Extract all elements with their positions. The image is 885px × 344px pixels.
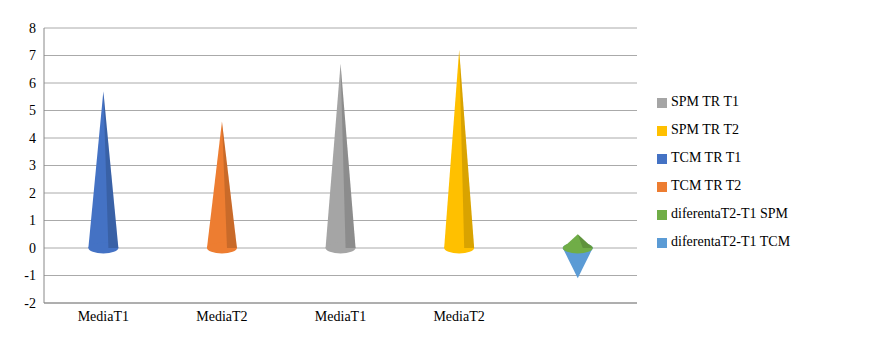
svg-text:3: 3 (29, 158, 36, 173)
html-text:SPM TR T1: SPM TR T1 (671, 94, 739, 109)
svg-text:5: 5 (29, 103, 36, 118)
svg-text:2: 2 (29, 186, 36, 201)
html-text:SPM TR T2: SPM TR T2 (671, 122, 739, 137)
html-text:diferentaT2-T1 TCM: diferentaT2-T1 TCM (671, 234, 791, 249)
svg-text:6: 6 (29, 76, 36, 91)
svg-text:MediaT1: MediaT1 (315, 309, 366, 324)
svg-text:8: 8 (29, 21, 36, 36)
svg-text:4: 4 (29, 131, 36, 146)
svg-text:-2: -2 (24, 296, 36, 311)
svg-text:MediaT2: MediaT2 (433, 309, 484, 324)
html-text:TCM TR T2: TCM TR T2 (671, 178, 742, 193)
svg-text:7: 7 (29, 48, 36, 63)
html-text:TCM TR T1: TCM TR T1 (671, 150, 742, 165)
svg-text:MediaT2: MediaT2 (196, 309, 247, 324)
html-text:diferentaT2-T1 SPM: diferentaT2-T1 SPM (671, 206, 788, 221)
svg-text:MediaT1: MediaT1 (78, 309, 129, 324)
svg-text:-1: -1 (24, 268, 36, 283)
svg-text:1: 1 (29, 213, 36, 228)
svg-text:0: 0 (29, 241, 36, 256)
